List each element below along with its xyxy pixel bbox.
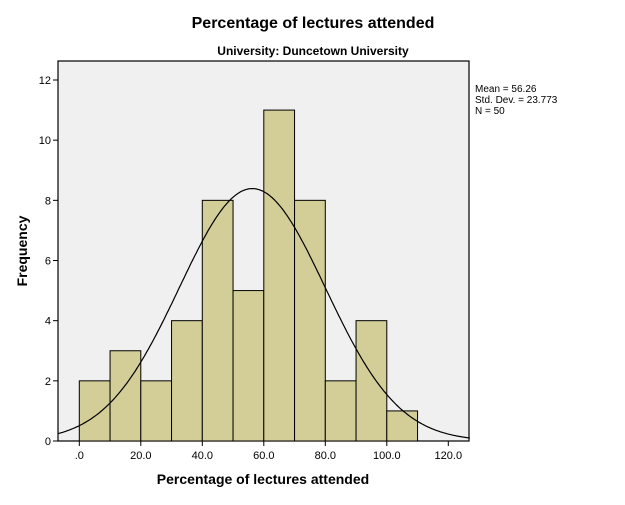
x-tick-label: 80.0 xyxy=(315,450,336,462)
x-tick-label: .0 xyxy=(75,450,84,462)
chart-title: Percentage of lectures attended xyxy=(192,15,435,32)
histogram-bar xyxy=(78,380,111,442)
x-tick-label: 120.0 xyxy=(435,450,463,462)
stats-n: N = 50 xyxy=(475,106,505,117)
stats-mean: Mean = 56.26 xyxy=(475,84,537,95)
y-tick-label: 4 xyxy=(45,316,51,328)
histogram-bar xyxy=(140,380,173,442)
histogram-bar xyxy=(355,320,388,442)
chart-subtitle: University: Duncetown University xyxy=(217,44,409,58)
histogram-bar xyxy=(263,109,296,442)
histogram-bar xyxy=(201,199,234,442)
y-tick-label: 0 xyxy=(45,436,51,448)
y-tick-label: 2 xyxy=(45,376,51,388)
x-tick-label: 40.0 xyxy=(192,450,213,462)
histogram-bar xyxy=(386,410,419,442)
x-axis-label: Percentage of lectures attended xyxy=(157,471,369,487)
y-tick-label: 10 xyxy=(39,135,51,147)
y-axis-label: Frequency xyxy=(14,215,30,286)
stats-std-dev: Std. Dev. = 23.773 xyxy=(475,95,558,106)
x-tick-label: 100.0 xyxy=(373,450,401,462)
histogram-bar xyxy=(232,290,265,442)
x-tick-label: 20.0 xyxy=(130,450,151,462)
histogram-bar xyxy=(324,380,357,442)
normal-curve xyxy=(57,188,470,439)
y-tick-label: 8 xyxy=(45,195,51,207)
histogram-bar xyxy=(294,199,326,442)
y-tick-label: 12 xyxy=(39,75,51,87)
histogram-bar xyxy=(171,320,203,442)
y-tick-label: 6 xyxy=(45,256,51,268)
x-tick-label: 60.0 xyxy=(253,450,274,462)
histogram-bar xyxy=(109,350,142,442)
